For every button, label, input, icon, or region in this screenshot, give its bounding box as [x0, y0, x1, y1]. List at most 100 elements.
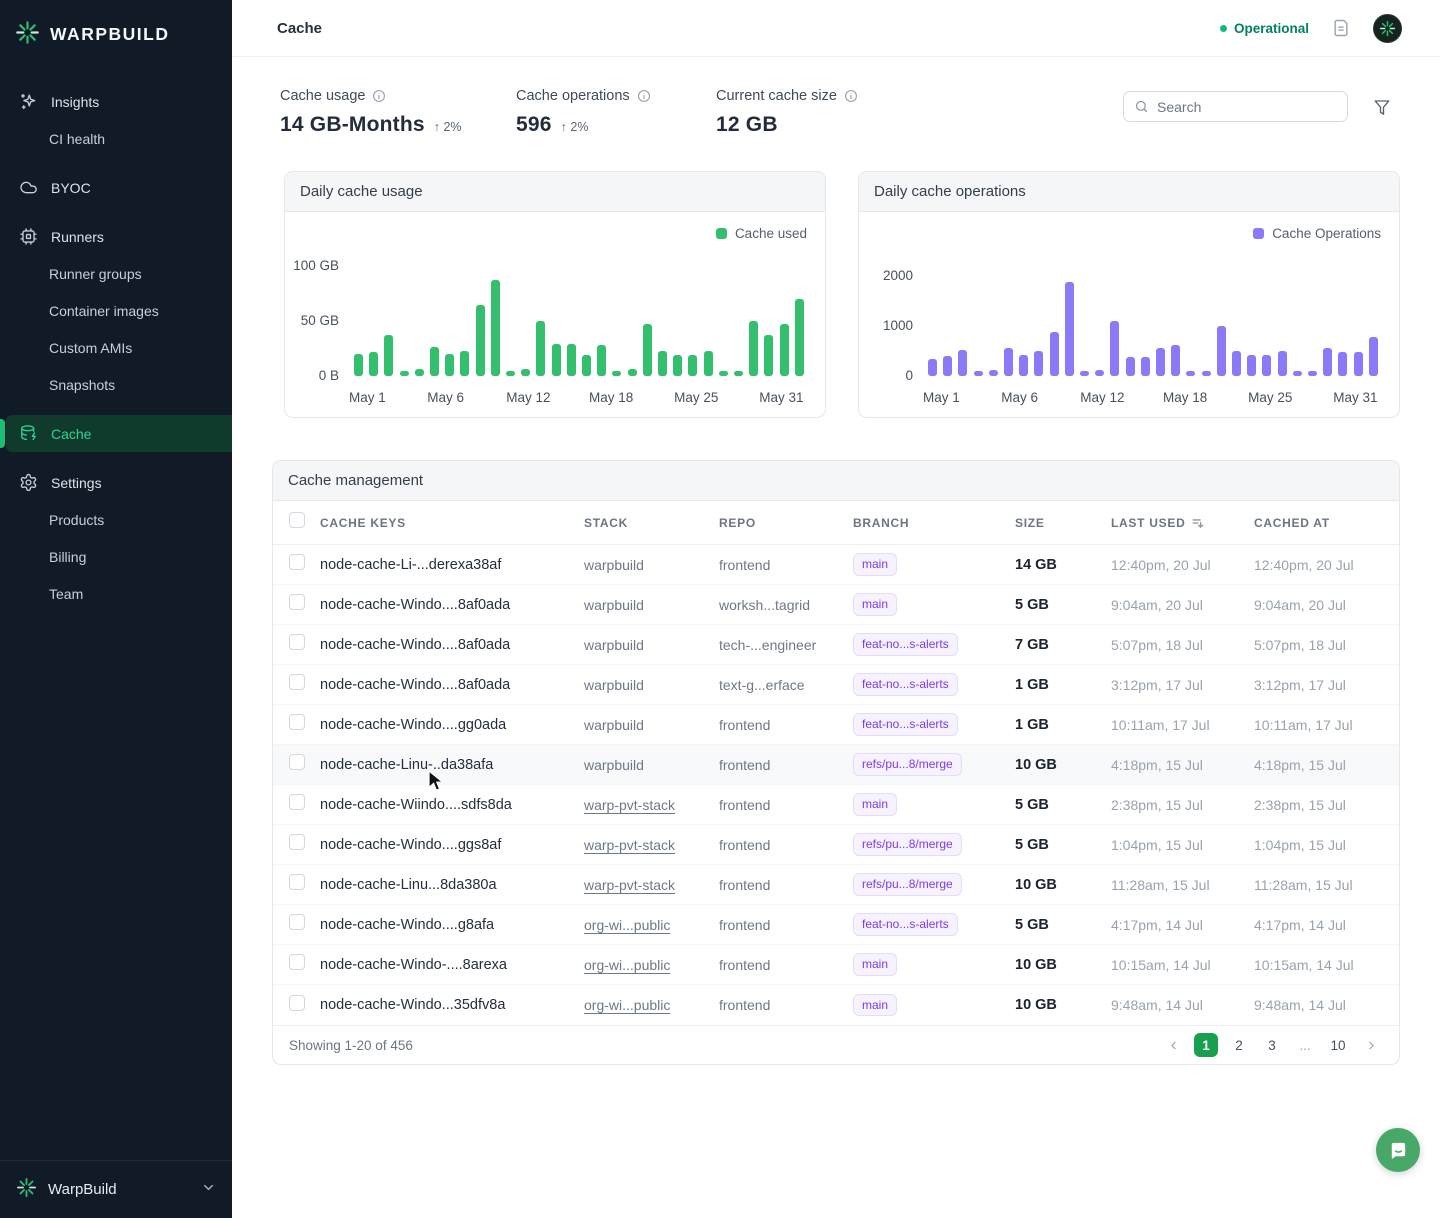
stack-cell[interactable]: warp-pvt-stack [584, 796, 676, 813]
sidebar-item-custom-amis[interactable]: Custom AMIs [6, 329, 226, 366]
sidebar-item-cache[interactable]: Cache [0, 415, 232, 452]
table-row[interactable]: node-cache-Windo....ggs8af warp-pvt-stack… [273, 825, 1399, 865]
branch-badge: refs/pu...8/merge [853, 753, 962, 776]
row-checkbox[interactable] [289, 714, 305, 730]
bar [536, 321, 546, 376]
last-used-cell: 11:28am, 15 Jul [1111, 876, 1210, 893]
table-row[interactable]: node-cache-Windo....8af0ada warpbuild work… [273, 585, 1399, 625]
table-row[interactable]: node-cache-Windo...35dfv8a org-wi...publi… [273, 985, 1399, 1025]
sidebar-item-insights[interactable]: Insights [6, 83, 226, 120]
table-row[interactable]: node-cache-Windo....g8afa org-wi...public… [273, 905, 1399, 945]
avatar[interactable] [1373, 13, 1402, 43]
stack-cell[interactable]: org-wi...public [584, 916, 671, 933]
bar [764, 335, 774, 376]
row-checkbox[interactable] [289, 874, 305, 890]
row-checkbox[interactable] [289, 674, 305, 690]
bar [475, 304, 485, 376]
next-page-chevron-icon[interactable] [1359, 1033, 1383, 1057]
column-header-repo[interactable]: REPO [719, 515, 756, 530]
bar-series [349, 248, 809, 376]
sidebar-item-settings[interactable]: Settings [6, 464, 226, 501]
sidebar-item-products[interactable]: Products [6, 501, 226, 538]
repo-cell: frontend [719, 556, 771, 573]
table-row[interactable]: node-cache-Linu...8da380a warp-pvt-stack f… [273, 865, 1399, 905]
branch-badge: feat-no...s-alerts [853, 633, 958, 656]
last-used-cell: 9:48am, 14 Jul [1111, 997, 1203, 1013]
column-header-size[interactable]: SIZE [1015, 515, 1045, 530]
page-button[interactable]: 1 [1194, 1033, 1218, 1057]
cached-at-cell: 10:15am, 14 Jul [1254, 956, 1354, 973]
table-title: Cache management [273, 461, 1399, 501]
page-button[interactable]: 2 [1235, 1037, 1243, 1053]
select-all-checkbox[interactable] [289, 512, 305, 528]
cached-at-cell: 4:18pm, 15 Jul [1254, 756, 1346, 773]
table-row[interactable]: node-cache-Wiindo....sdfs8da warp-pvt-sta… [273, 785, 1399, 825]
table-row[interactable]: node-cache-Windo....8af0ada warpbuild tech… [273, 625, 1399, 665]
sidebar-item-byoc[interactable]: BYOC [6, 169, 226, 206]
sidebar-item-runner-groups[interactable]: Runner groups [6, 255, 226, 292]
search-input[interactable] [1157, 98, 1327, 115]
prev-page-chevron-icon[interactable] [1161, 1033, 1185, 1057]
sidebar-item-runners[interactable]: Runners [6, 218, 226, 255]
column-header-cached-at[interactable]: CACHED AT [1254, 515, 1330, 530]
row-checkbox[interactable] [289, 754, 305, 770]
stack-cell[interactable]: warp-pvt-stack [584, 836, 676, 853]
row-checkbox[interactable] [289, 954, 305, 970]
column-header-branch[interactable]: BRANCH [853, 515, 910, 530]
cache-key-cell: node-cache-Windo....8af0ada [320, 676, 511, 693]
page-button[interactable]: 3 [1268, 1037, 1276, 1053]
stack-cell[interactable]: org-wi...public [584, 956, 671, 973]
row-checkbox[interactable] [289, 634, 305, 650]
stack-cell: warpbuild [584, 716, 644, 733]
sidebar-item-team[interactable]: Team [6, 575, 226, 612]
table-row[interactable]: node-cache-Windo....8af0ada warpbuild text… [273, 665, 1399, 705]
status-badge[interactable]: Operational [1219, 21, 1309, 36]
cache-key-cell: node-cache-Li-...derexa38af [320, 556, 502, 573]
bar [718, 371, 728, 376]
info-icon[interactable] [372, 89, 386, 103]
bar [1186, 371, 1196, 376]
sidebar-item-ci-health[interactable]: CI health [6, 120, 226, 157]
bar [582, 355, 592, 376]
y-tick-label: 100 GB [293, 258, 339, 273]
table-header-row: CACHE KEYS STACK REPO BRANCH SIZE LAST U… [273, 501, 1399, 545]
stack-cell[interactable]: org-wi...public [584, 997, 671, 1013]
stack-cell[interactable]: warp-pvt-stack [584, 876, 676, 893]
chat-launcher-button[interactable] [1376, 1128, 1420, 1172]
column-header-cache-keys[interactable]: CACHE KEYS [320, 515, 406, 530]
bar [1049, 332, 1059, 376]
last-used-cell: 12:40pm, 20 Jul [1111, 556, 1211, 573]
row-checkbox[interactable] [289, 554, 305, 570]
row-checkbox[interactable] [289, 794, 305, 810]
sidebar-item-snapshots[interactable]: Snapshots [6, 366, 226, 403]
sort-desc-icon[interactable] [1191, 516, 1205, 530]
document-icon[interactable] [1331, 18, 1351, 38]
column-header-stack[interactable]: STACK [584, 515, 629, 530]
x-tick-label: May 12 [1080, 390, 1125, 405]
org-switcher[interactable]: WarpBuild [0, 1160, 232, 1218]
info-icon[interactable] [844, 89, 858, 103]
cloud-icon [18, 178, 38, 198]
table-row[interactable]: node-cache-Li-...derexa38af warpbuild fron… [273, 545, 1399, 585]
bar [521, 369, 531, 376]
cache-key-cell: node-cache-Windo....8af0ada [320, 636, 511, 653]
chat-bubble-icon [1391, 1142, 1405, 1159]
table-row[interactable]: node-cache-Linu-..da38afa warpbuild fronte… [273, 745, 1399, 785]
row-checkbox[interactable] [289, 994, 305, 1011]
x-tick-label: May 1 [923, 390, 960, 405]
search-box[interactable] [1123, 91, 1348, 122]
x-tick-label: May 25 [1248, 390, 1293, 405]
sidebar-item-billing[interactable]: Billing [6, 538, 226, 575]
bar [1232, 350, 1242, 376]
row-checkbox[interactable] [289, 914, 305, 930]
filter-icon[interactable] [1373, 98, 1391, 116]
row-checkbox[interactable] [289, 834, 305, 850]
info-icon[interactable] [637, 89, 651, 103]
column-header-last-used[interactable]: LAST USED [1111, 516, 1254, 530]
table-row[interactable]: node-cache-Windo....gg0ada warpbuild front… [273, 705, 1399, 745]
table-row[interactable]: node-cache-Windo-....8arexa org-wi...publ… [273, 945, 1399, 985]
row-checkbox[interactable] [289, 594, 305, 610]
stats-row: Cache usage 14 GB-Months ↑ 2% Cache oper… [280, 88, 1391, 137]
page-button[interactable]: 10 [1330, 1037, 1346, 1053]
sidebar-item-container-images[interactable]: Container images [6, 292, 226, 329]
